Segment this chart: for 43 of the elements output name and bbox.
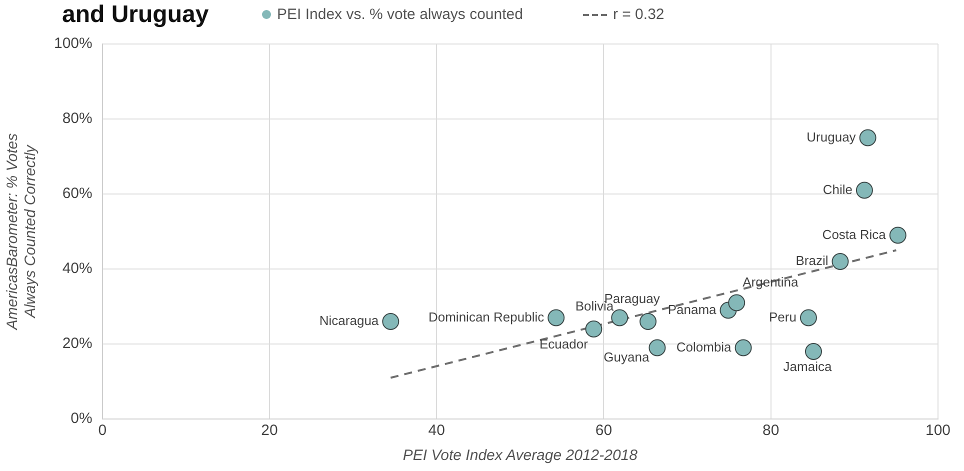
- y-tick-label: 100%: [54, 35, 92, 52]
- annotation: Costa Rica: [822, 226, 887, 242]
- point: [859, 129, 876, 146]
- y-axis-title: AmericasBarometer: % Votes Always Counted Correctly: [4, 132, 40, 331]
- annotation: Dominican Republic: [428, 309, 545, 324]
- point: [382, 313, 400, 330]
- annotation: Guyana: [604, 349, 650, 364]
- point: [728, 294, 746, 312]
- annotation: Panama: [668, 302, 718, 317]
- x-tick-label: 80: [762, 422, 780, 440]
- x-axis-title: PEI Vote Index Average 2012-2018: [402, 447, 638, 464]
- x-tick-label: 20: [261, 422, 278, 440]
- point: [548, 309, 565, 326]
- y-tick-label: 20%: [62, 335, 92, 352]
- point: [585, 320, 602, 338]
- point: [734, 339, 752, 356]
- y-tick-label: 40%: [62, 260, 92, 278]
- x-tick-label: 60: [595, 422, 612, 440]
- annotation: Uruguay: [806, 129, 856, 144]
- annotation: Peru: [769, 309, 796, 324]
- annotation: Nicaragua: [319, 313, 380, 328]
- point: [640, 313, 657, 330]
- point: [832, 253, 849, 270]
- x-tick-label: 40: [428, 422, 445, 440]
- point: [611, 309, 628, 326]
- point: [648, 339, 666, 356]
- y-tick-label: 0%: [70, 410, 92, 428]
- legend-label: PEI Index vs. % vote always counted: [277, 6, 523, 23]
- annotation: Chile: [822, 182, 852, 197]
- annotation: Brazil: [796, 253, 828, 268]
- legend-label: r = 0.32: [612, 6, 664, 23]
- annotation: Colombia: [676, 339, 732, 354]
- x-tick-label: 0: [98, 422, 107, 440]
- annotation: Jamaica: [783, 359, 832, 374]
- point: [856, 182, 873, 199]
- point: [800, 309, 817, 326]
- annotation: Ecuador: [540, 336, 589, 352]
- y-tick-label: 60%: [62, 185, 92, 202]
- y-tick-label: 80%: [62, 110, 92, 128]
- chart-title: and Uruguay: [62, 0, 209, 30]
- point: [889, 226, 906, 244]
- point: [804, 343, 822, 360]
- x-tick-label: 100: [925, 422, 951, 440]
